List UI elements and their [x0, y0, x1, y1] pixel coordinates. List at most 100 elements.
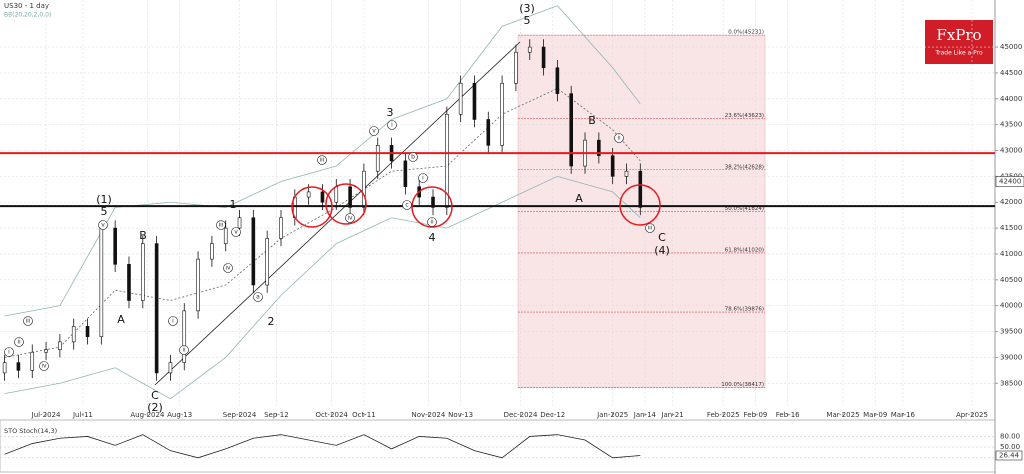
bollinger-upper: [4, 5, 641, 317]
highlight-circle: [619, 184, 661, 226]
wave-label: (1): [96, 193, 112, 206]
x-tick-label: Feb-2025: [707, 411, 740, 419]
subwave-circle: [645, 223, 655, 233]
candle-body: [458, 82, 463, 115]
price-tag-box: [995, 176, 1024, 187]
subwave-label: iii: [319, 157, 324, 164]
candle-body: [44, 349, 48, 353]
subwave-label: i: [8, 349, 10, 356]
logo-tagline: Trade Like a Pro: [934, 50, 983, 57]
candle-body: [375, 145, 380, 172]
candle-body: [472, 82, 477, 120]
candle-body: [610, 155, 615, 177]
subwave-label: i: [172, 318, 174, 325]
wave-label: B: [139, 229, 147, 242]
x-tick-label: Apr-2025: [956, 411, 988, 419]
subwave-label: iii: [647, 225, 652, 232]
subwave-circle: [14, 337, 24, 347]
wave-label: 2: [268, 315, 275, 328]
highlight-circle: [325, 183, 367, 225]
x-tick-label: Nov-2024: [411, 411, 445, 419]
fib-label: 50.0%(41824): [725, 206, 764, 212]
x-tick-label: Nov-13: [448, 411, 473, 419]
stochastic-line: [4, 434, 641, 459]
subwave-circle: [179, 345, 189, 355]
x-tick-label: Oct-2024: [315, 411, 348, 419]
subwave-circle: [402, 200, 412, 210]
subwave-circle: [369, 126, 379, 136]
candle-body: [237, 217, 242, 229]
candle-body: [431, 196, 435, 208]
subwave-label: b: [411, 154, 415, 161]
candle-body: [555, 67, 560, 94]
oscillator-title: STO Stoch(14,3): [4, 427, 57, 435]
wave-label: (2): [147, 401, 163, 414]
y-tick-label: 44500: [1000, 69, 1022, 77]
wave-label: 3: [387, 106, 394, 119]
fib-label: 38.2%(42628): [725, 164, 764, 170]
subwave-label: i: [391, 122, 393, 129]
subwave-circle: [4, 347, 14, 357]
fib-label: 23.6%(43623): [725, 113, 764, 119]
candle-body: [265, 238, 269, 286]
candle-body: [500, 82, 504, 146]
subwave-circle: [231, 227, 241, 237]
x-tick-label: Jul-11: [72, 411, 93, 419]
x-tick-label: Oct-11: [352, 411, 376, 419]
subwave-circle: [317, 155, 327, 165]
candle-body: [30, 351, 35, 371]
subwave-circle: [408, 152, 418, 162]
subwave-circle: [168, 316, 178, 326]
y-tick-label: 43000: [1000, 147, 1022, 155]
subwave-circle: [345, 213, 355, 223]
candle-body: [223, 227, 228, 244]
x-tick-label: Mar-09: [863, 411, 887, 419]
x-tick-label: Mar-16: [891, 411, 916, 419]
wave-label: C: [658, 231, 666, 244]
osc-tick-label: 80.00: [1000, 432, 1020, 440]
fib-label: 61.8%(41020): [725, 247, 764, 253]
candle-body: [306, 191, 311, 198]
candle-body: [251, 217, 256, 286]
subwave-label: v: [372, 128, 376, 135]
candle-body: [334, 186, 339, 203]
candle-body: [85, 326, 90, 338]
fib-label: 100.0%(38417): [721, 382, 764, 388]
wave-label: 5: [524, 14, 531, 27]
x-tick-label: Sep-2024: [223, 411, 257, 419]
x-tick-label: Feb-16: [776, 411, 800, 419]
subwave-label: iii: [218, 222, 223, 229]
osc-tick-label: 50.00: [1000, 443, 1020, 451]
subwave-label: a: [256, 294, 260, 301]
candle-body: [210, 243, 214, 260]
wave-label: (3): [519, 2, 535, 15]
logo-name: FxPro: [936, 26, 981, 44]
x-tick-label: Jul-2024: [31, 411, 61, 419]
x-tick-label: Jan-2025: [596, 411, 628, 419]
y-tick-label: 41500: [1000, 224, 1022, 232]
x-tick-label: Aug-13: [167, 411, 192, 419]
candle-body: [320, 191, 325, 203]
subwave-label: ii: [17, 339, 21, 346]
candle-body: [58, 341, 62, 350]
y-tick-label: 40500: [1000, 276, 1022, 284]
x-tick-label: Feb-09: [744, 411, 768, 419]
candle-body: [168, 362, 173, 374]
subwave-label: iii: [25, 318, 30, 325]
subwave-label: ii: [617, 135, 621, 142]
fib-label: 0.0%(45231): [728, 30, 764, 36]
x-tick-label: Jan-21: [660, 411, 683, 419]
x-tick-label: Mar-2025: [826, 411, 859, 419]
subwave-circle: [216, 220, 226, 230]
x-tick-label: Jan-14: [633, 411, 657, 419]
subwave-circle: [223, 263, 233, 273]
fib-label: 78.6%(39876): [725, 307, 764, 313]
highlight-circle: [411, 186, 453, 228]
subwave-circle: [614, 133, 624, 143]
y-tick-label: 40000: [1000, 302, 1022, 310]
candle-body: [527, 46, 532, 53]
subwave-circle: [387, 120, 397, 130]
logo-box: [925, 20, 993, 64]
